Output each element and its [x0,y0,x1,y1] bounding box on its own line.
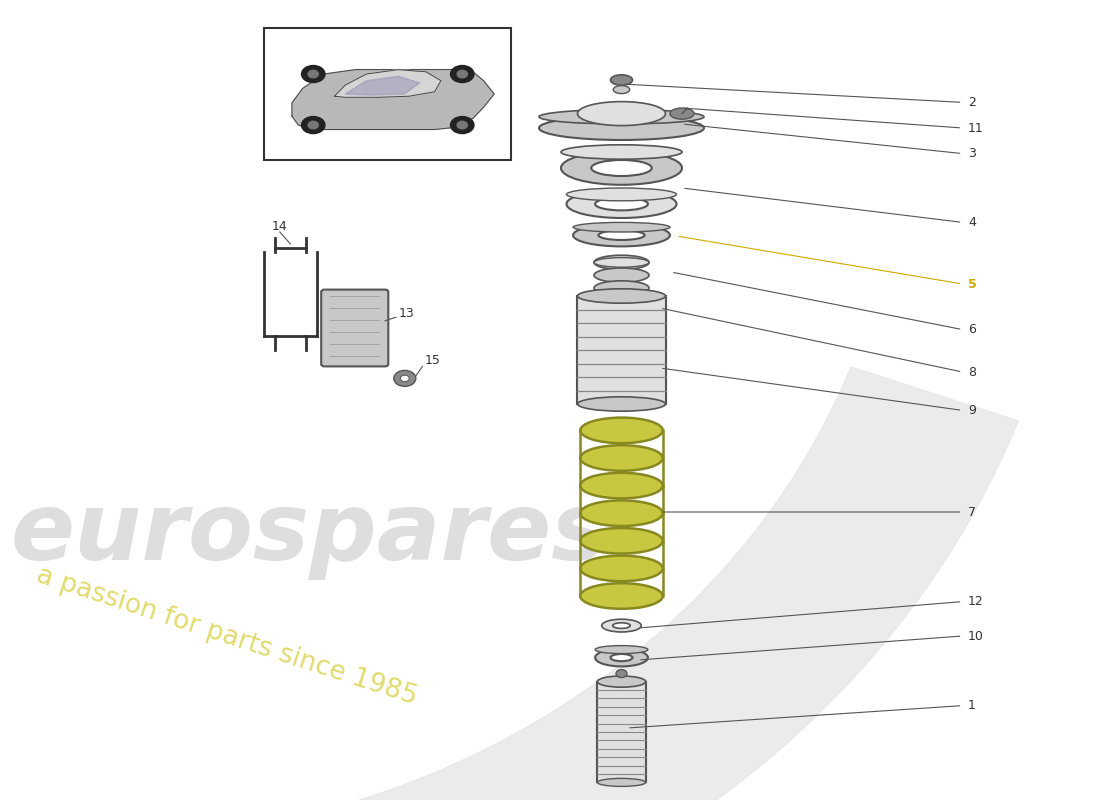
Text: 9: 9 [968,404,976,417]
Ellipse shape [561,145,682,159]
Ellipse shape [580,555,662,581]
Ellipse shape [539,110,704,124]
Ellipse shape [578,289,666,303]
Circle shape [451,117,474,134]
Ellipse shape [580,501,662,526]
Ellipse shape [610,74,632,86]
FancyBboxPatch shape [264,28,512,160]
Circle shape [308,122,318,129]
Text: 13: 13 [398,307,414,320]
Text: 15: 15 [425,354,440,367]
Text: 4: 4 [968,216,976,229]
Circle shape [400,375,409,382]
Circle shape [301,117,324,134]
Ellipse shape [561,151,682,185]
Text: 14: 14 [272,219,288,233]
Ellipse shape [595,198,648,210]
Circle shape [308,70,318,78]
Circle shape [458,122,468,129]
Ellipse shape [578,102,666,126]
Ellipse shape [595,646,648,654]
Ellipse shape [580,418,662,443]
Text: 11: 11 [968,122,983,134]
Text: 8: 8 [968,366,976,378]
Ellipse shape [573,222,670,232]
Ellipse shape [597,676,646,687]
Ellipse shape [610,654,632,661]
Ellipse shape [594,258,649,267]
Ellipse shape [613,622,630,629]
Ellipse shape [566,190,676,218]
Text: 10: 10 [968,630,983,642]
FancyBboxPatch shape [321,290,388,366]
Ellipse shape [597,778,646,786]
Polygon shape [578,296,666,404]
Ellipse shape [566,188,676,201]
Circle shape [451,66,474,82]
Circle shape [394,370,416,386]
Text: 2: 2 [968,96,976,109]
Ellipse shape [616,670,627,678]
Text: 12: 12 [968,595,983,608]
Ellipse shape [595,649,648,666]
Polygon shape [292,70,494,130]
Ellipse shape [670,108,694,119]
Polygon shape [334,70,441,98]
Polygon shape [597,682,646,782]
Circle shape [458,70,468,78]
Text: 5: 5 [968,278,977,290]
Ellipse shape [539,116,704,140]
Ellipse shape [580,445,662,470]
Ellipse shape [578,397,666,411]
Polygon shape [345,76,420,95]
Text: a passion for parts since 1985: a passion for parts since 1985 [33,562,420,710]
Text: 1: 1 [968,699,976,712]
Ellipse shape [580,583,662,609]
Ellipse shape [613,86,629,94]
Ellipse shape [573,224,670,246]
Ellipse shape [591,160,651,176]
Text: 6: 6 [968,323,976,336]
Ellipse shape [580,528,662,554]
Ellipse shape [594,255,649,270]
Polygon shape [0,367,1019,800]
Circle shape [301,66,324,82]
Ellipse shape [602,619,641,632]
Ellipse shape [594,281,649,295]
Text: eurospares: eurospares [11,488,608,580]
Ellipse shape [598,230,645,240]
Text: 7: 7 [968,506,976,518]
Text: 3: 3 [968,147,976,160]
Ellipse shape [580,473,662,498]
Ellipse shape [594,268,649,282]
